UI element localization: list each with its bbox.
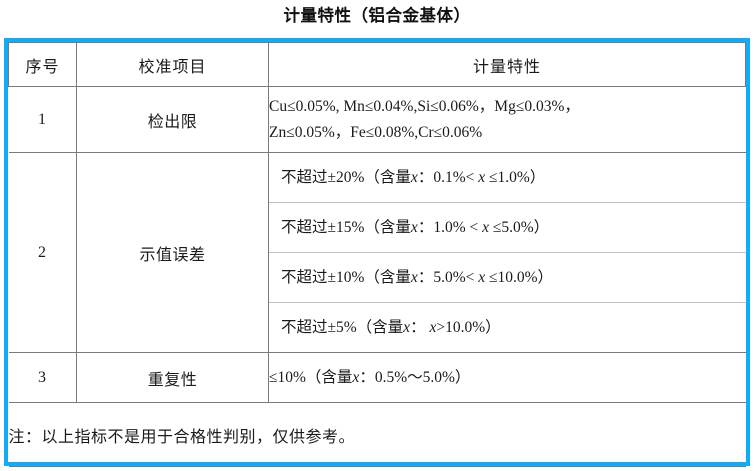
calibration-item-3: 重复性	[76, 352, 269, 403]
spec-variable: x	[410, 168, 418, 186]
spec-cell-3: ≤10%（含量x：0.5%～5.0%）	[268, 352, 746, 403]
table-note: 注：以上指标不是用于合格性判别，仅供参考。	[8, 402, 746, 467]
spec-prefix: ≤10%（含量	[269, 368, 353, 386]
spec-cell-2d: 不超过±5%（含量x： x>10.0%）	[268, 302, 746, 353]
spec-prefix: 不超过±5%（含量	[281, 318, 404, 336]
row-number-2: 2	[8, 152, 77, 353]
spec-suffix: >10.0%）	[436, 318, 501, 336]
spec-mid: ：0.1%<	[417, 168, 475, 186]
table-row: 1 检出限 Cu≤0.05%, Mn≤0.04%,Si≤0.06%，Mg≤0.0…	[8, 86, 746, 153]
spec-prefix: 不超过±10%（含量	[281, 268, 411, 286]
row-number-1: 1	[8, 86, 77, 153]
spec-variable-2: x	[429, 318, 437, 336]
measurement-characteristics-table-frame: 序号 校准项目 计量特性 1 检出限 Cu≤0.05%, Mn≤0.04%,Si…	[4, 38, 750, 467]
row-number-3: 3	[8, 352, 77, 403]
spec-prefix: 不超过±20%（含量	[281, 168, 411, 186]
spec-variable: x	[410, 268, 418, 286]
spec-variable-2: x	[478, 168, 486, 186]
spec-suffix: ≤1.0%）	[488, 168, 546, 186]
column-header-spec: 计量特性	[268, 42, 746, 87]
table-row: 不超过±15%（含量x：1.0% < x ≤5.0%）	[9, 202, 746, 253]
spec-mid: ：1.0% <	[417, 218, 479, 236]
spec-line-2: Zn≤0.05%，Fe≤0.08%,Cr≤0.06%	[269, 123, 483, 141]
spec-line-1: Cu≤0.05%, Mn≤0.04%,Si≤0.06%，Mg≤0.03%，	[269, 97, 580, 115]
page-title: 计量特性（铝合金基体）	[283, 7, 471, 25]
table-row: 3 重复性 ≤10%（含量x：0.5%～5.0%）	[8, 352, 746, 403]
spec-variable: x	[403, 318, 411, 336]
spec-variable: x	[352, 368, 360, 386]
spec-variable-2: x	[482, 218, 489, 236]
spec-mid: ：	[410, 318, 426, 336]
column-header-item: 校准项目	[76, 42, 269, 87]
calibration-item-2: 示值误差	[76, 152, 269, 353]
spec-prefix: 不超过±15%（含量	[281, 218, 411, 236]
spec-variable: x	[410, 218, 418, 236]
table-note-row: 注：以上指标不是用于合格性判别，仅供参考。	[8, 402, 746, 467]
spec-suffix: ≤10.0%）	[488, 268, 554, 286]
spec-suffix: ：0.5%～5.0%）	[359, 368, 471, 386]
table-row: 2 示值误差 不超过±20%（含量x：0.1%< x ≤1.0%）	[8, 152, 746, 353]
calibration-item-1: 检出限	[76, 86, 269, 153]
spec-cell-2c: 不超过±10%（含量x：5.0%< x ≤10.0%）	[268, 252, 746, 303]
spec-suffix: ≤5.0%）	[492, 218, 550, 236]
spec-variable-2: x	[478, 268, 486, 286]
spec-cell-2a: 不超过±20%（含量x：0.1%< x ≤1.0%）	[268, 152, 746, 203]
column-header-no: 序号	[8, 42, 77, 87]
spec-cell-2b: 不超过±15%（含量x：1.0% < x ≤5.0%）	[268, 202, 746, 253]
table-row: 不超过±5%（含量x： x>10.0%）	[9, 302, 746, 353]
spec-mid: ：5.0%<	[417, 268, 475, 286]
spec-cell-1: Cu≤0.05%, Mn≤0.04%,Si≤0.06%，Mg≤0.03%， Zn…	[268, 86, 746, 153]
table-header-row: 序号 校准项目 计量特性	[8, 42, 746, 87]
measurement-characteristics-table: 序号 校准项目 计量特性 1 检出限 Cu≤0.05%, Mn≤0.04%,Si…	[8, 42, 746, 467]
